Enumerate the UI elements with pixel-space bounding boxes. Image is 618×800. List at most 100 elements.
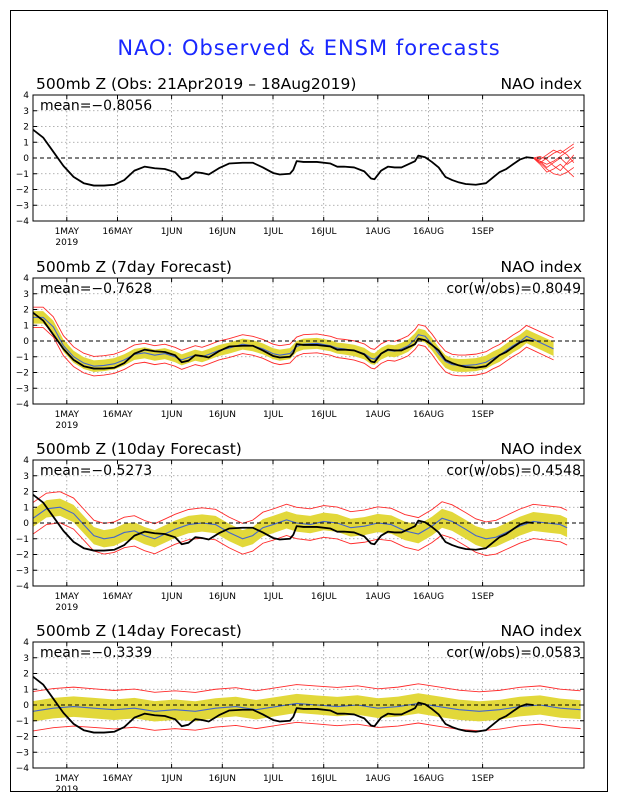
x-tick-label: 1SEP	[471, 774, 494, 784]
y-tick-label: −2	[16, 733, 29, 743]
x-tick-label: 16AUG	[413, 592, 444, 602]
plot-area	[33, 675, 581, 734]
panel-right-label: NAO index	[501, 622, 582, 640]
y-tick-label: 1	[23, 138, 29, 148]
mean-label: mean=−0.8056	[40, 98, 152, 114]
ensemble-spread-band	[33, 311, 554, 373]
x-tick-label: 1MAY	[55, 227, 80, 237]
x-tick-label: 1SEP	[471, 227, 494, 237]
ensemble-upper-envelope	[33, 306, 554, 357]
y-tick-label: −4	[16, 217, 30, 227]
ensemble-member-line	[533, 143, 575, 161]
observed-line	[33, 311, 534, 370]
y-tick-label: −4	[16, 764, 30, 774]
y-tick-label: 3	[23, 290, 29, 300]
plot-area	[33, 491, 568, 557]
y-tick-label: 4	[23, 274, 29, 284]
x-tick-label: 1JUL	[263, 774, 283, 784]
panel-1: 500mb Z (Obs: 21Apr2019 – 18Aug2019) NAO …	[16, 75, 585, 248]
y-tick-label: −4	[16, 400, 30, 410]
x-tick-label: 16JUL	[311, 227, 337, 237]
x-tick-label: 16MAY	[102, 774, 133, 784]
y-tick-label: 1	[23, 321, 29, 331]
x-tick-label: 1JUL	[263, 592, 283, 602]
x-tick-label: 16JUL	[311, 592, 337, 602]
ensemble-member-line	[533, 154, 575, 172]
y-tick-label: −2	[16, 551, 29, 561]
y-tick-label: −1	[16, 353, 29, 363]
plot-area	[33, 128, 575, 187]
y-tick-label: 0	[23, 519, 29, 529]
y-tick-label: 4	[23, 638, 29, 648]
x-tick-label: 16MAY	[102, 227, 133, 237]
y-tick-label: −1	[16, 170, 29, 180]
y-tick-label: −3	[16, 384, 29, 394]
page-title: NAO: Observed & ENSM forecasts	[117, 36, 501, 60]
x-tick-label: 16AUG	[413, 410, 444, 420]
correlation-label: cor(w/obs)=0.8049	[446, 281, 581, 297]
x-tick-label: 1AUG	[365, 410, 390, 420]
y-tick-label: 3	[23, 472, 29, 482]
y-tick-label: 2	[23, 670, 29, 680]
observed-line	[33, 493, 534, 552]
y-tick-label: 2	[23, 306, 29, 316]
x-tick-label: 16JUN	[209, 410, 236, 420]
x-tick-label: 16MAY	[102, 410, 133, 420]
y-tick-label: −3	[16, 748, 29, 758]
ensemble-upper-envelope	[33, 683, 581, 693]
year-label: 2019	[55, 785, 78, 795]
ensemble-spread-band	[33, 693, 581, 722]
x-tick-label: 1MAY	[55, 410, 80, 420]
x-tick-label: 1JUN	[161, 774, 183, 784]
y-tick-label: −1	[16, 535, 29, 545]
y-tick-label: 0	[23, 701, 29, 711]
year-label: 2019	[55, 603, 78, 613]
x-tick-label: 1JUN	[161, 227, 183, 237]
x-tick-label: 1JUN	[161, 592, 183, 602]
x-tick-label: 16JUL	[311, 774, 337, 784]
panel-title: 500mb Z (7day Forecast)	[36, 258, 232, 276]
y-tick-label: 1	[23, 503, 29, 513]
mean-label: mean=−0.5273	[40, 463, 152, 479]
x-tick-label: 1AUG	[365, 592, 390, 602]
panel-title: 500mb Z (14day Forecast)	[36, 622, 242, 640]
ensemble-member-line	[533, 149, 575, 164]
figure-frame	[10, 10, 608, 792]
y-tick-label: 2	[23, 488, 29, 498]
panel-2: 500mb Z (7day Forecast) NAO index mean=−0.…	[16, 258, 585, 431]
ensemble-lower-envelope	[33, 721, 581, 732]
y-tick-label: −3	[16, 201, 29, 211]
ensemble-upper-envelope	[33, 491, 568, 525]
ensemble-member-line	[533, 157, 575, 168]
y-tick-label: −1	[16, 717, 29, 727]
observed-line	[33, 675, 534, 734]
y-tick-label: 4	[23, 91, 29, 101]
y-tick-label: 2	[23, 123, 29, 133]
x-tick-label: 1MAY	[55, 592, 80, 602]
correlation-label: cor(w/obs)=0.0583	[446, 645, 581, 661]
x-tick-label: 1AUG	[365, 774, 390, 784]
x-tick-label: 16JUN	[209, 774, 236, 784]
y-tick-label: 3	[23, 654, 29, 664]
x-tick-label: 1SEP	[471, 410, 494, 420]
y-tick-label: 4	[23, 456, 29, 466]
year-label: 2019	[55, 421, 78, 431]
panel-right-label: NAO index	[501, 440, 582, 458]
x-tick-label: 1AUG	[365, 227, 390, 237]
y-tick-label: −2	[16, 369, 29, 379]
x-tick-label: 1SEP	[471, 592, 494, 602]
mean-label: mean=−0.7628	[40, 281, 152, 297]
year-label: 2019	[55, 238, 78, 248]
ensemble-mean-line	[33, 506, 568, 540]
mean-label: mean=−0.3339	[40, 645, 152, 661]
y-tick-label: −2	[16, 186, 29, 196]
ensemble-mean-line	[33, 702, 581, 712]
y-tick-label: 3	[23, 107, 29, 117]
x-tick-label: 16JUN	[209, 592, 236, 602]
x-tick-label: 1JUN	[161, 410, 183, 420]
ensemble-lower-envelope	[33, 327, 554, 377]
panel-3: 500mb Z (10day Forecast) NAO index mean=−0…	[16, 440, 585, 613]
y-tick-label: −3	[16, 566, 29, 576]
observed-line	[33, 128, 534, 187]
